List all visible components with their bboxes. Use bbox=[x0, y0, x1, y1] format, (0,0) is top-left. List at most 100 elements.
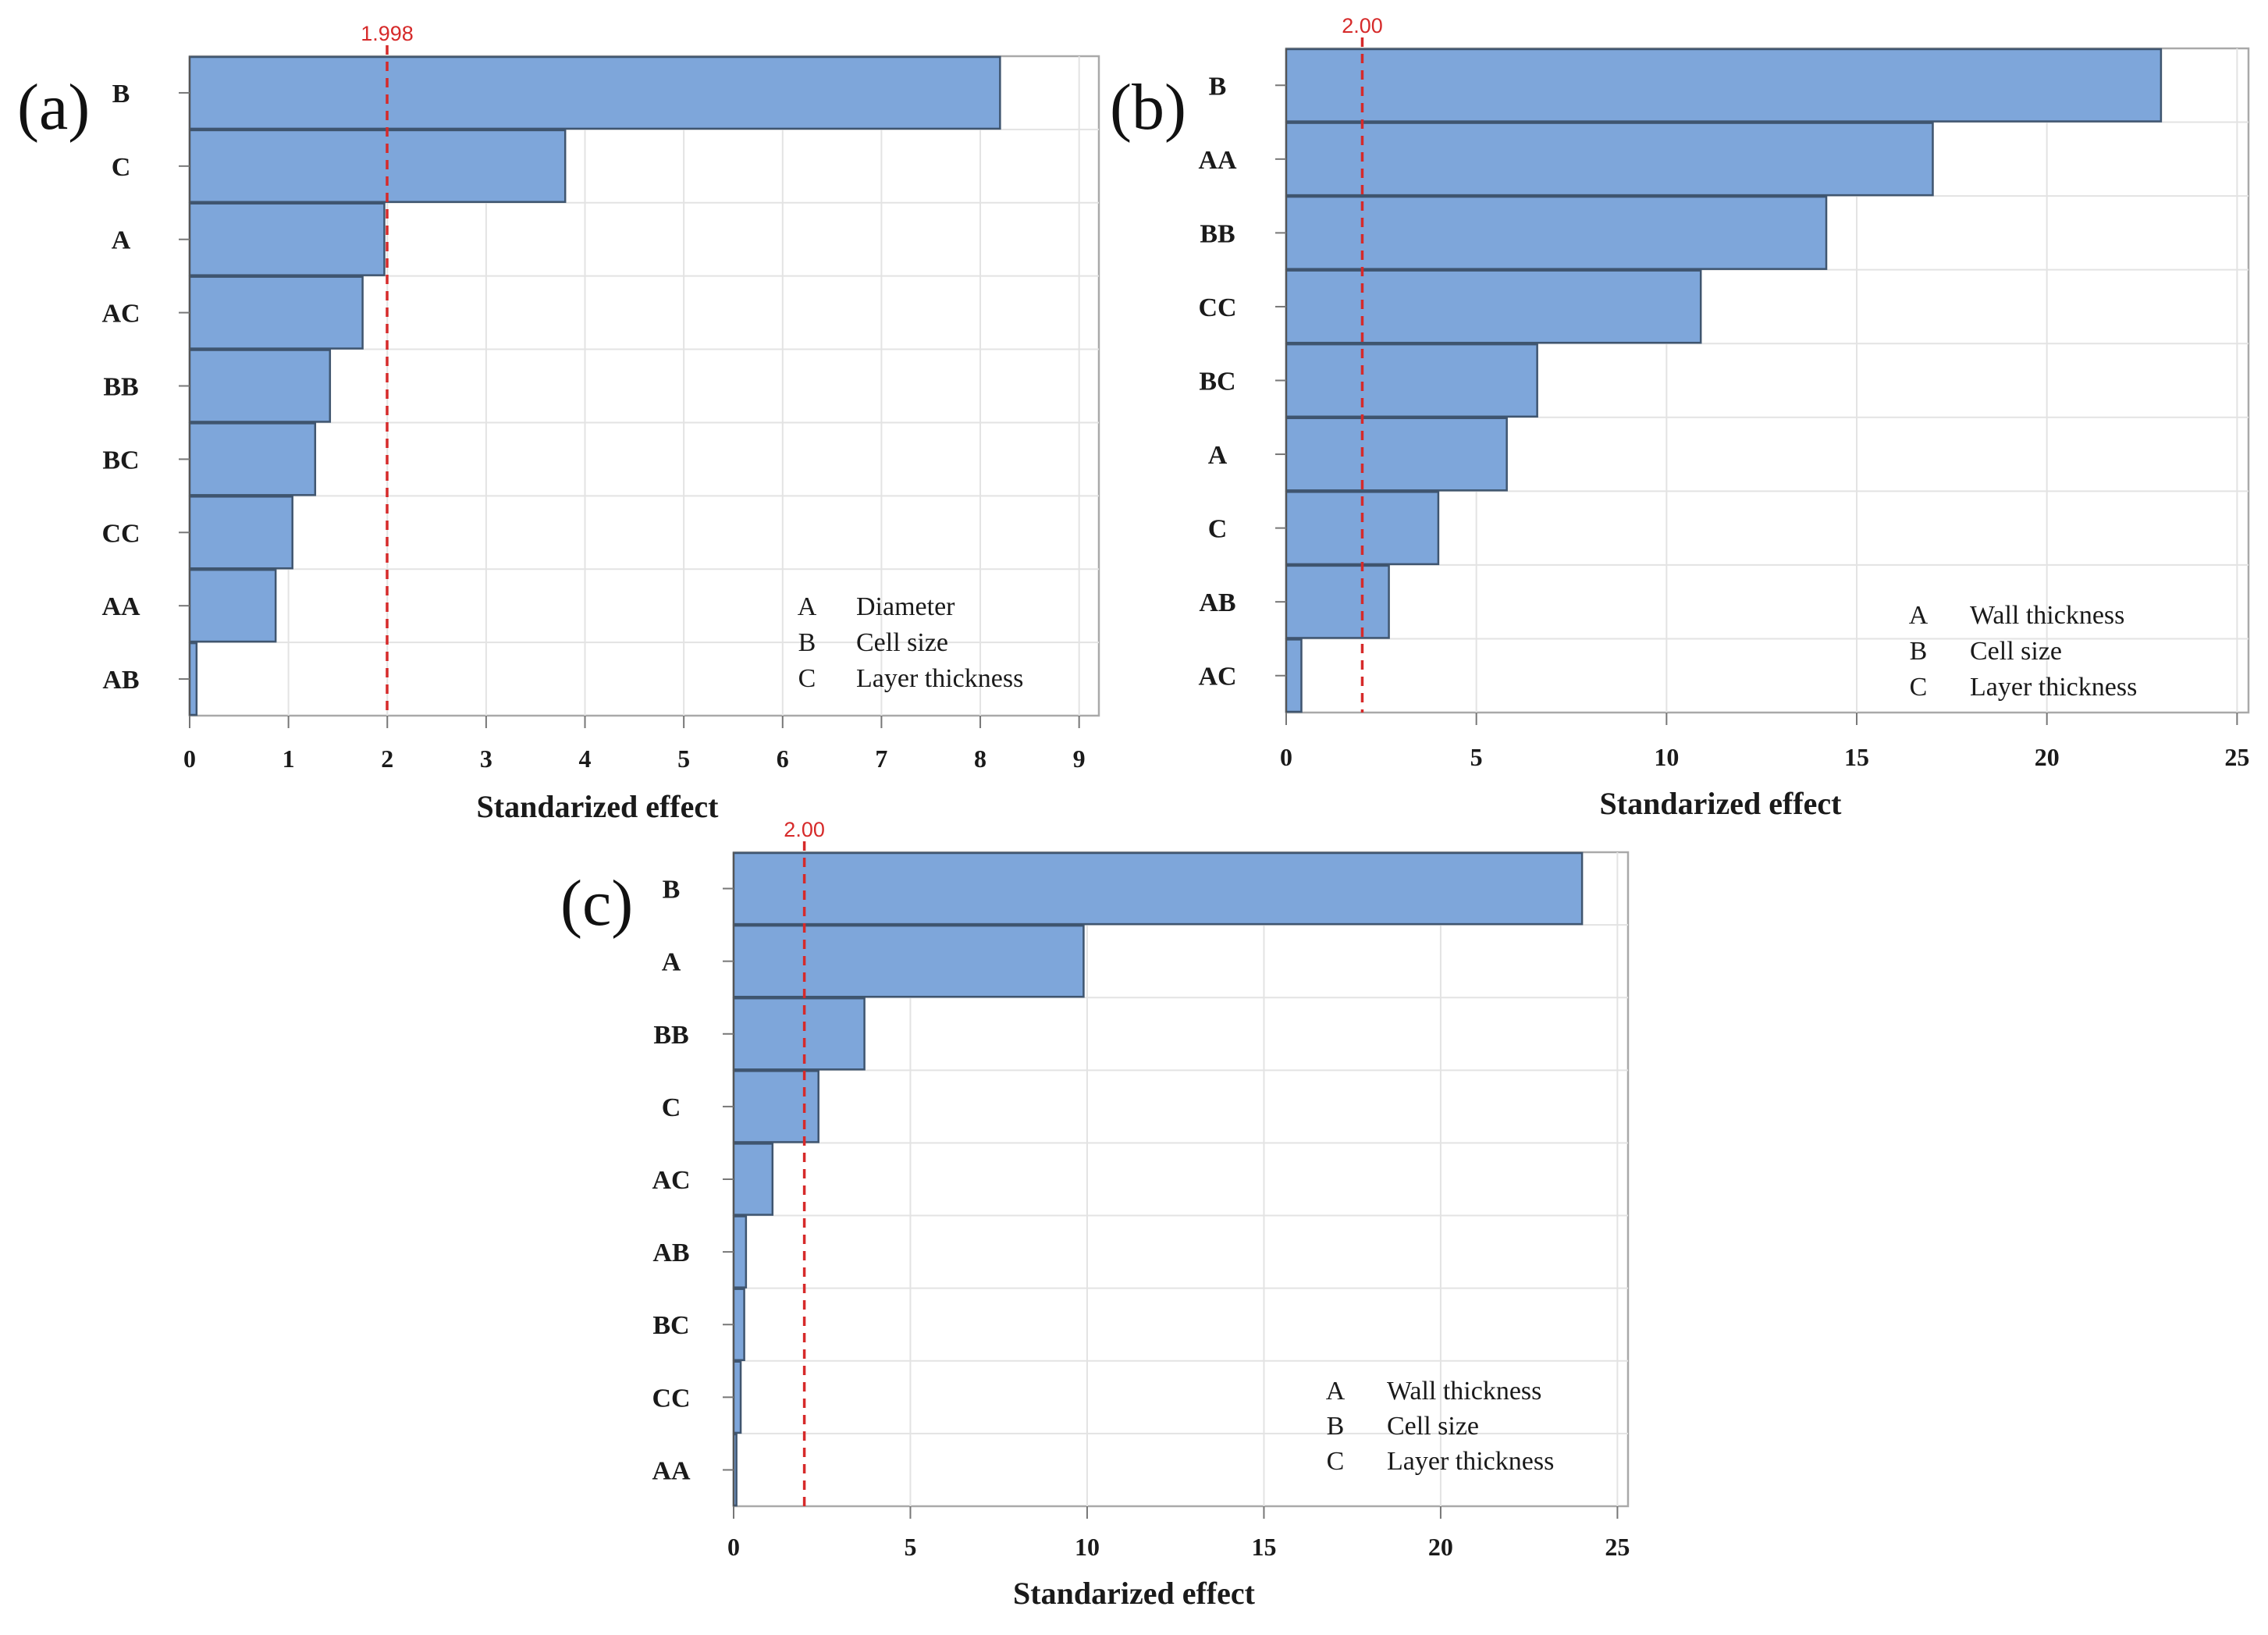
category-label: B bbox=[663, 876, 681, 905]
bar-bc bbox=[1285, 343, 1538, 418]
reference-value-label: 2.00 bbox=[784, 818, 825, 841]
category-label: AA bbox=[652, 1456, 691, 1485]
category-label: BB bbox=[1200, 219, 1235, 248]
category-label: AB bbox=[1199, 588, 1235, 617]
x-tick-label: 8 bbox=[974, 745, 986, 773]
x-tick-label: 0 bbox=[183, 745, 196, 773]
x-tick-label: 9 bbox=[1073, 745, 1086, 773]
x-tick-label: 10 bbox=[1654, 743, 1679, 771]
x-tick-label: 10 bbox=[1075, 1533, 1100, 1561]
category-label: AC bbox=[1198, 663, 1236, 691]
bar-b bbox=[1285, 48, 2163, 123]
category-label: A bbox=[1208, 441, 1228, 470]
bar-b bbox=[188, 55, 1001, 130]
category-label: BC bbox=[1199, 368, 1235, 396]
bar-cc bbox=[188, 496, 293, 570]
legend-key: C bbox=[1327, 1447, 1345, 1476]
legend-label: Wall thickness bbox=[1970, 601, 2124, 630]
bar-bb bbox=[1285, 195, 1828, 270]
legend-key: B bbox=[1910, 637, 1928, 666]
legend-label: Wall thickness bbox=[1387, 1377, 1541, 1406]
bar-ab bbox=[188, 642, 198, 716]
x-tick-label: 5 bbox=[904, 1533, 916, 1561]
x-tick-label: 0 bbox=[1280, 743, 1292, 771]
reference-value-label: 2.00 bbox=[1342, 14, 1383, 37]
legend-label: Cell size bbox=[856, 628, 948, 657]
x-tick-label: 15 bbox=[1844, 743, 1869, 771]
bar-aa bbox=[188, 568, 277, 643]
x-tick-label: 5 bbox=[677, 745, 690, 773]
legend-label: Layer thickness bbox=[856, 664, 1023, 693]
x-tick-label: 25 bbox=[1605, 1533, 1630, 1561]
legend-key: A bbox=[1909, 601, 1929, 630]
x-tick-label: 7 bbox=[875, 745, 887, 773]
panel-label: (b) bbox=[1110, 71, 1186, 144]
category-label: C bbox=[112, 153, 131, 182]
x-tick-label: 15 bbox=[1251, 1533, 1276, 1561]
x-axis-title: Standarized effect bbox=[1600, 786, 1843, 821]
category-label: A bbox=[662, 948, 681, 977]
x-tick-label: 1 bbox=[283, 745, 295, 773]
x-tick-label: 4 bbox=[579, 745, 592, 773]
bar-c bbox=[732, 1070, 819, 1143]
bar-bc bbox=[188, 422, 317, 496]
legend-label: Cell size bbox=[1387, 1412, 1479, 1441]
category-label: A bbox=[112, 226, 131, 255]
category-label: BB bbox=[103, 373, 138, 402]
category-label: CC bbox=[1198, 293, 1236, 322]
x-tick-label: 3 bbox=[480, 745, 492, 773]
bar-a bbox=[1285, 417, 1508, 492]
bar-b bbox=[732, 851, 1584, 926]
bar-ac bbox=[188, 275, 364, 350]
legend-key: C bbox=[1910, 673, 1928, 702]
legend-label: Diameter bbox=[856, 592, 955, 621]
bar-a bbox=[188, 202, 386, 276]
panel-label: (a) bbox=[17, 71, 90, 144]
x-tick-label: 5 bbox=[1470, 743, 1483, 771]
bar-ab bbox=[1285, 564, 1390, 639]
bar-aa bbox=[1285, 122, 1934, 197]
category-label: B bbox=[1209, 72, 1227, 101]
category-label: C bbox=[1208, 515, 1228, 544]
category-label: C bbox=[662, 1093, 681, 1122]
reference-value-label: 1.998 bbox=[361, 22, 414, 45]
panel-label: (c) bbox=[560, 867, 633, 940]
x-axis-title: Standarized effect bbox=[1013, 1576, 1256, 1611]
legend-key: B bbox=[1327, 1412, 1345, 1441]
x-tick-label: 6 bbox=[777, 745, 789, 773]
legend-key: A bbox=[798, 592, 817, 621]
bar-bb bbox=[188, 349, 332, 423]
category-label: B bbox=[112, 80, 130, 108]
category-label: AC bbox=[101, 300, 140, 329]
plot-area-frame bbox=[732, 851, 1630, 1508]
category-label: BC bbox=[102, 446, 139, 475]
category-label: CC bbox=[652, 1384, 690, 1413]
category-label: BB bbox=[653, 1021, 688, 1050]
legend-label: Layer thickness bbox=[1970, 673, 2137, 702]
x-tick-label: 20 bbox=[2035, 743, 2060, 771]
x-tick-label: 0 bbox=[727, 1533, 740, 1561]
category-label: AA bbox=[1198, 146, 1237, 175]
category-label: AB bbox=[652, 1239, 689, 1267]
bar-ab bbox=[732, 1215, 748, 1288]
bar-a bbox=[732, 924, 1085, 998]
bar-ac bbox=[732, 1143, 774, 1216]
x-tick-label: 20 bbox=[1428, 1533, 1453, 1561]
legend-label: Cell size bbox=[1970, 637, 2062, 666]
bar-cc bbox=[1285, 269, 1702, 344]
bar-cc bbox=[732, 1360, 742, 1434]
category-label: CC bbox=[101, 519, 140, 548]
bar-c bbox=[188, 129, 567, 204]
x-tick-label: 25 bbox=[2224, 743, 2249, 771]
legend-key: B bbox=[798, 628, 816, 657]
legend-label: Layer thickness bbox=[1387, 1447, 1554, 1476]
category-label: BC bbox=[652, 1311, 689, 1340]
category-label: AA bbox=[101, 592, 140, 621]
category-label: AC bbox=[652, 1166, 690, 1195]
bar-bc bbox=[732, 1288, 745, 1362]
bar-bb bbox=[732, 997, 866, 1071]
